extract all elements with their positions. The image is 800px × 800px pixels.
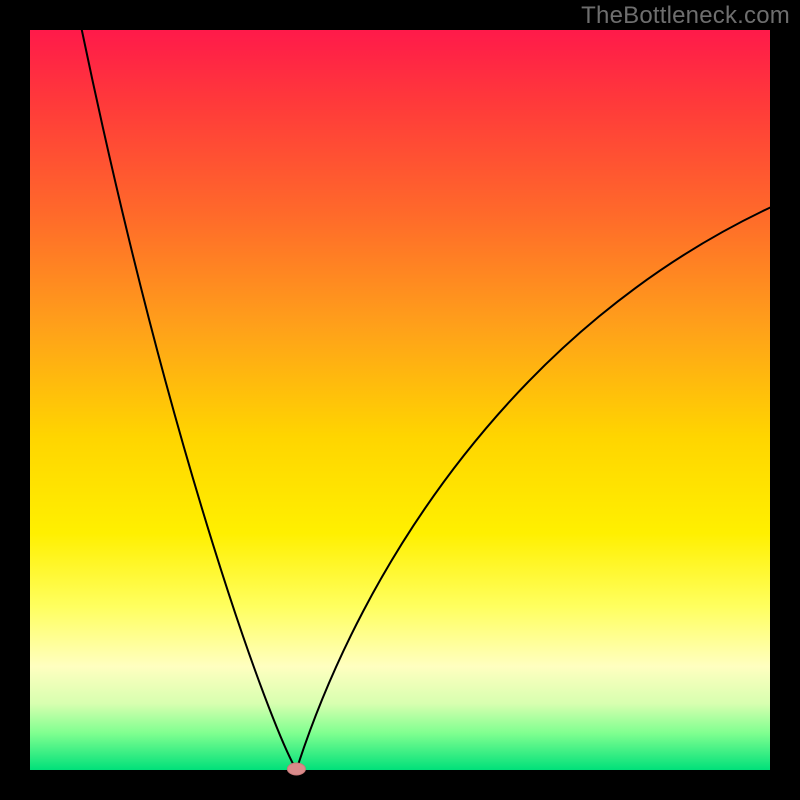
bottleneck-chart (0, 0, 800, 800)
chart-container: TheBottleneck.com (0, 0, 800, 800)
optimum-marker (287, 763, 305, 775)
watermark-text: TheBottleneck.com (581, 2, 790, 30)
plot-background (30, 30, 770, 770)
